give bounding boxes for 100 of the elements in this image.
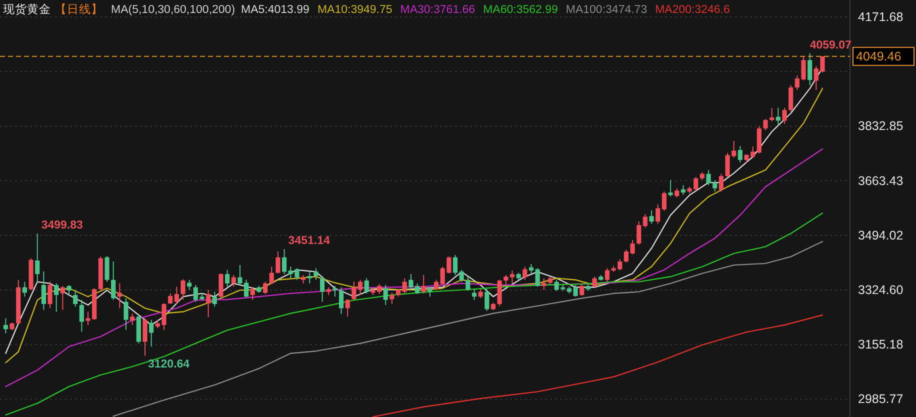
ref-line-label: 4049.46 bbox=[856, 49, 902, 64]
candlestick bbox=[294, 268, 300, 280]
candlestick bbox=[314, 268, 318, 280]
candlestick bbox=[130, 312, 135, 326]
text: MA200:3246.6 bbox=[655, 4, 730, 16]
candlestick bbox=[718, 173, 724, 192]
chart-subtitle: 【日线】 bbox=[55, 3, 103, 16]
candlestick bbox=[345, 298, 350, 318]
candlestick bbox=[269, 266, 274, 285]
candlestick bbox=[510, 270, 515, 284]
candlestick bbox=[554, 279, 559, 292]
candlestick bbox=[358, 279, 363, 296]
text: MA60:3562.99 bbox=[483, 4, 558, 16]
candlestick bbox=[41, 270, 46, 310]
candlestick bbox=[3, 318, 8, 334]
candlestick bbox=[390, 292, 394, 305]
candlestick bbox=[332, 285, 338, 298]
candlestick bbox=[180, 278, 186, 300]
candlestick bbox=[636, 221, 642, 246]
candlestick bbox=[592, 276, 597, 288]
candlestick bbox=[66, 284, 72, 296]
candlestick bbox=[750, 146, 756, 159]
candlestick bbox=[193, 284, 198, 302]
candlestick bbox=[763, 118, 768, 131]
text: MA10:3949.75 bbox=[317, 4, 392, 16]
candlestick bbox=[725, 152, 730, 178]
candlestick bbox=[48, 281, 52, 309]
candlestick bbox=[79, 299, 84, 332]
ytick: 4171.68 bbox=[858, 10, 904, 24]
chart-title: 现货黄金 bbox=[3, 3, 51, 16]
candlestick bbox=[54, 282, 59, 312]
ytick: 3494.02 bbox=[858, 228, 904, 242]
candlestick bbox=[434, 279, 439, 290]
candlestick bbox=[814, 66, 818, 91]
candlestick bbox=[522, 266, 528, 280]
candlestick bbox=[288, 266, 293, 279]
candlestick bbox=[376, 284, 382, 295]
candlestick bbox=[428, 286, 432, 298]
candlestick bbox=[282, 248, 287, 275]
candlestick bbox=[149, 319, 154, 348]
candlestick bbox=[263, 281, 268, 295]
candlestick bbox=[604, 268, 610, 282]
candlestick bbox=[782, 107, 787, 124]
candlestick bbox=[22, 281, 27, 298]
candlestick bbox=[440, 266, 445, 286]
candlestick bbox=[86, 311, 90, 326]
candlestick bbox=[459, 269, 464, 282]
candlestick bbox=[238, 264, 242, 286]
candlestick bbox=[421, 274, 426, 294]
candlestick bbox=[466, 276, 470, 292]
candlestick bbox=[225, 269, 230, 288]
candlestick bbox=[642, 214, 648, 228]
text: MA5:4013.99 bbox=[241, 4, 310, 16]
candlestick bbox=[307, 270, 312, 284]
annotation: 3451.14 bbox=[288, 235, 330, 248]
annotation: 3120.64 bbox=[148, 358, 190, 371]
annotation: 4059.07 bbox=[810, 39, 852, 52]
ytick: 3663.43 bbox=[858, 174, 904, 188]
candlestick bbox=[231, 274, 236, 288]
candlestick bbox=[478, 288, 483, 299]
candlestick bbox=[402, 278, 407, 294]
annotation: 3499.83 bbox=[41, 220, 83, 232]
candlestick bbox=[770, 108, 774, 122]
candlestick bbox=[408, 274, 414, 290]
candlestick bbox=[573, 284, 578, 298]
candlestick bbox=[162, 302, 166, 330]
candlestick bbox=[656, 204, 660, 224]
candlestick bbox=[580, 284, 584, 296]
candlestick bbox=[320, 276, 325, 302]
candlestick bbox=[452, 254, 458, 276]
candlestick bbox=[674, 188, 680, 198]
candlestick bbox=[680, 184, 686, 196]
candlestick bbox=[504, 274, 508, 286]
candlestick bbox=[649, 210, 654, 224]
candlestick bbox=[364, 278, 369, 294]
text: MA30:3761.66 bbox=[400, 4, 476, 16]
candlestick bbox=[528, 264, 534, 274]
candlestick bbox=[142, 318, 148, 356]
candlestick bbox=[662, 191, 667, 212]
candlestick bbox=[212, 291, 217, 308]
candlestick bbox=[668, 179, 673, 197]
candlestick bbox=[788, 84, 794, 112]
candlestick bbox=[383, 284, 388, 306]
candlestick bbox=[124, 298, 128, 330]
candlestick bbox=[338, 286, 344, 315]
candlestick bbox=[276, 251, 280, 274]
ytick: 2985.77 bbox=[858, 392, 904, 406]
candlestick bbox=[352, 281, 356, 300]
ytick: 3324.60 bbox=[858, 283, 904, 297]
candlestick bbox=[706, 169, 711, 186]
candlestick bbox=[168, 292, 173, 305]
candlestick bbox=[73, 289, 78, 308]
candlestick bbox=[414, 282, 420, 295]
candlestick bbox=[624, 249, 629, 263]
legend-title: MA(5,10,30,60,100,200) bbox=[111, 4, 236, 16]
candlestick bbox=[60, 285, 65, 310]
candlestick bbox=[250, 286, 255, 300]
candlestick bbox=[738, 146, 742, 164]
candlestick bbox=[618, 258, 622, 271]
candlestick bbox=[542, 278, 546, 290]
